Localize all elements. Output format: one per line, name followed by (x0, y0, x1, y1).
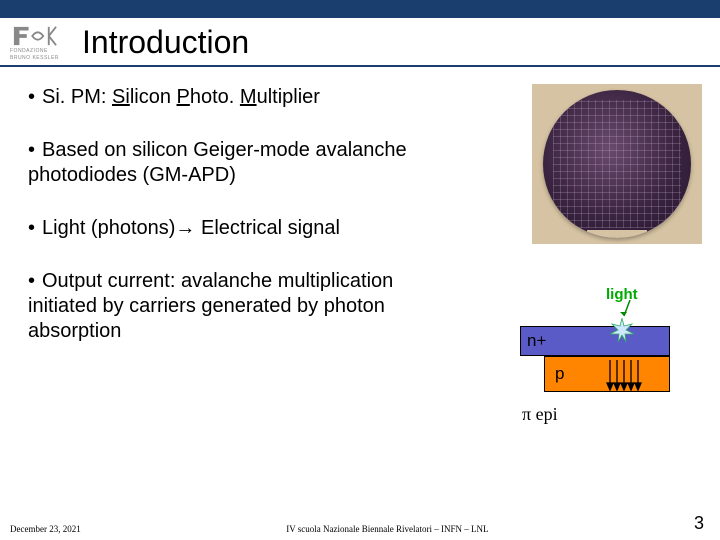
gm-apd-diagram: light n+ p π epi (514, 300, 694, 470)
bullet-1: •Si. PM: Silicon Photo. Multiplier (28, 85, 458, 110)
b1-si: Si (112, 86, 130, 108)
header: FONDAZIONE BRUNO KESSLER Introduction (0, 18, 720, 67)
fbk-logo: FONDAZIONE BRUNO KESSLER (10, 25, 70, 61)
bullet-3: •Light (photons)→ Electrical signal (28, 216, 458, 241)
logo-text-2: BRUNO KESSLER (10, 56, 59, 61)
page-number: 3 (694, 513, 704, 534)
footer: December 23, 2021 IV scuola Nazionale Bi… (0, 513, 720, 534)
star-burst-icon (610, 318, 634, 342)
b1-mid1: licon (130, 86, 177, 108)
top-bar (0, 0, 720, 18)
b1-pre: Si. PM: (42, 86, 112, 108)
footer-center: IV scuola Nazionale Biennale Rivelatori … (286, 524, 488, 534)
pi-epi-label: π epi (522, 404, 558, 425)
b4-text: Output current: avalanche multiplication… (28, 270, 393, 342)
avalanche-arrows-icon (606, 358, 646, 392)
bullet-2: •Based on silicon Geiger-mode avalanche … (28, 138, 458, 188)
b1-p: P (177, 86, 190, 108)
b1-mid2: hoto. (190, 86, 240, 108)
footer-date: December 23, 2021 (10, 524, 81, 534)
bullet-4: •Output current: avalanche multiplicatio… (28, 269, 458, 344)
slide-title: Introduction (82, 24, 249, 61)
n-plus-layer: n+ (520, 326, 670, 356)
logo-text-1: FONDAZIONE (10, 49, 48, 54)
b1-end: ultiplier (257, 86, 320, 108)
b1-m: M (240, 86, 257, 108)
b2-text: Based on silicon Geiger-mode avalanche p… (28, 139, 407, 186)
b3-text: Light (photons)→ Electrical signal (42, 217, 340, 239)
